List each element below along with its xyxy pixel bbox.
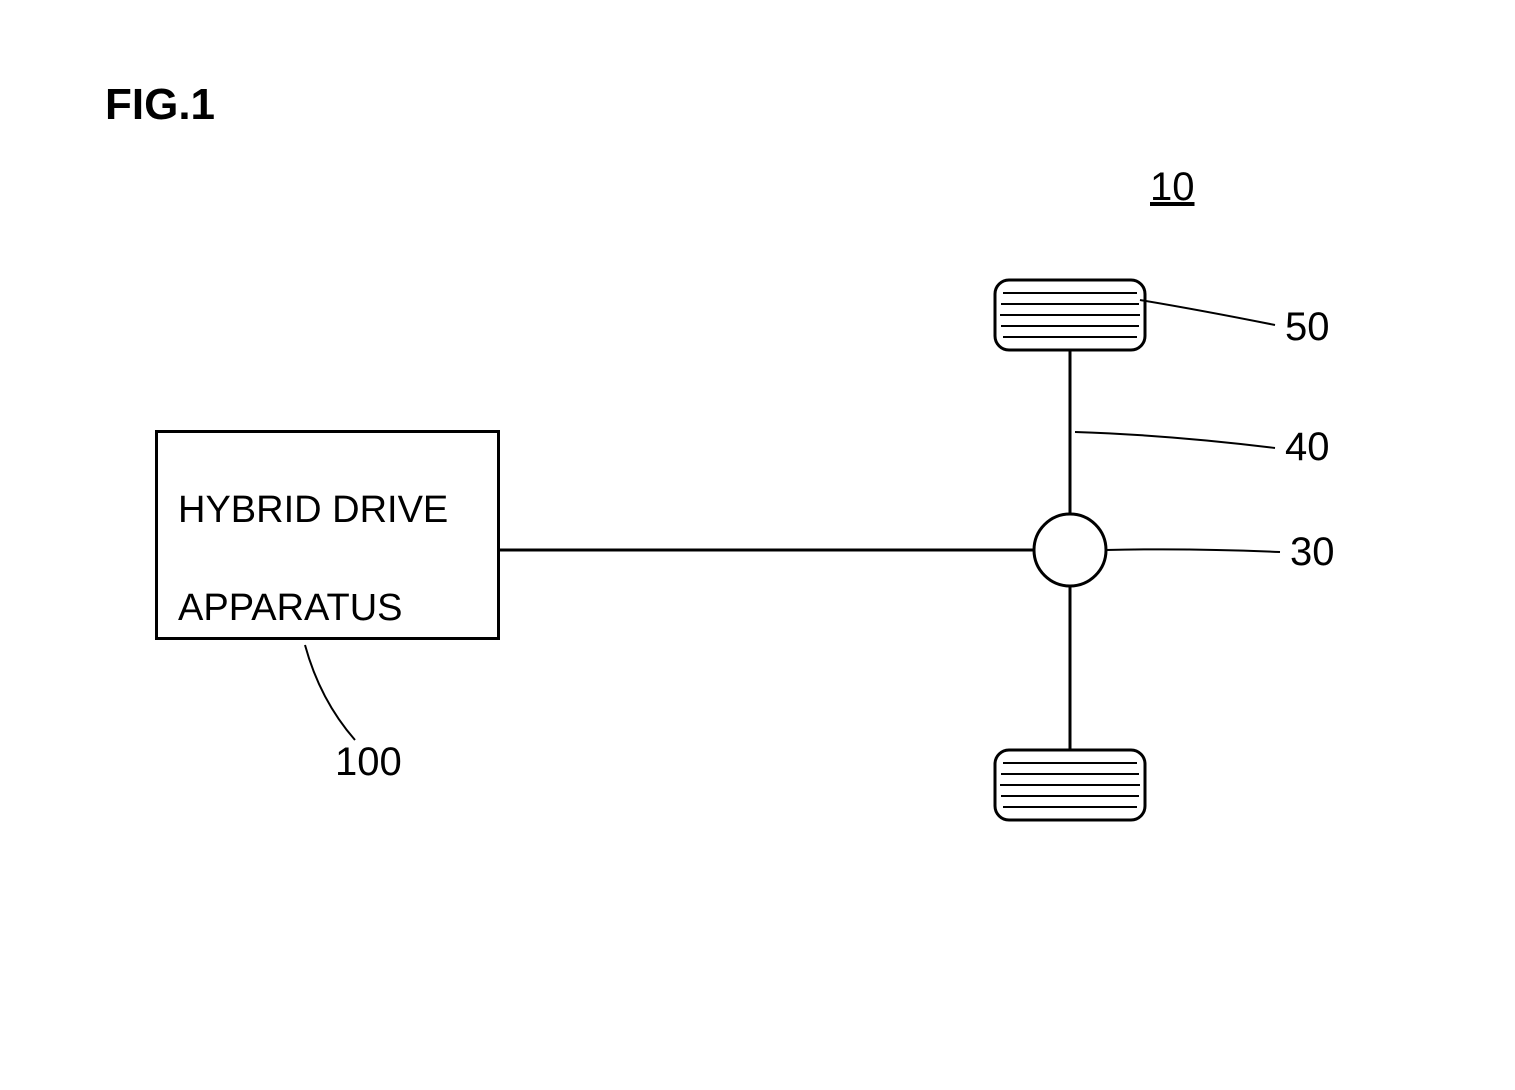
leader-30 bbox=[1106, 549, 1280, 552]
leader-50 bbox=[1140, 300, 1275, 325]
leader-40 bbox=[1075, 432, 1275, 448]
tire-top-icon bbox=[995, 280, 1145, 350]
differential-circle bbox=[1034, 514, 1106, 586]
leader-100 bbox=[305, 645, 355, 740]
diagram-svg bbox=[0, 0, 1515, 1090]
tire-bottom-icon bbox=[995, 750, 1145, 820]
